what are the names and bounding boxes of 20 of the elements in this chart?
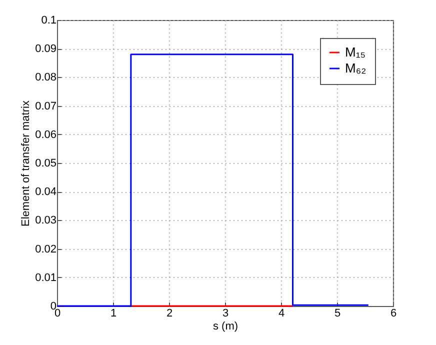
y-axis-title: Element of transfer matrix [20,100,32,226]
y-tick-label: 0.02 [35,243,56,256]
legend-label: M₆₂ [345,60,366,76]
x-tick-label: 4 [278,308,285,320]
y-tick-label: 0.08 [35,72,56,84]
y-tick-label: 0.09 [35,43,56,56]
x-tick-label: 5 [334,308,341,320]
y-tick-label: 0.01 [35,272,56,284]
x-tick-label: 3 [222,308,229,320]
y-tick-label: 0.04 [35,186,56,198]
x-tick-label: 2 [166,308,173,320]
x-tick-label: 1 [110,308,117,320]
y-tick-label: 0.1 [41,14,56,26]
x-axis-title: s (m) [212,320,238,332]
legend-label: M₁₅ [345,44,366,60]
y-tick-label: 0.03 [35,214,56,227]
x-tick-label: 6 [390,308,397,320]
y-tick-label: 0.06 [35,128,56,141]
y-tick-label: 0.05 [35,158,56,170]
y-tick-label: 0.07 [35,100,56,112]
